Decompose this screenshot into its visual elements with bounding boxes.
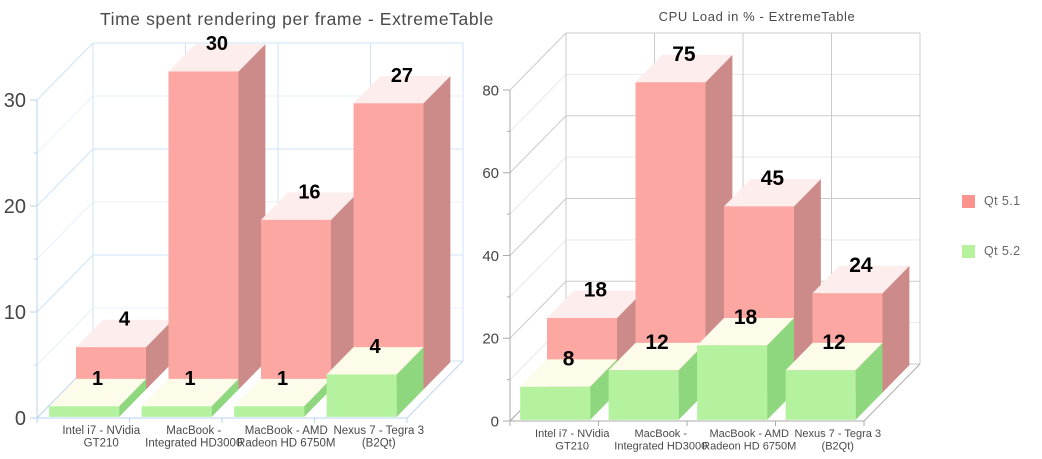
bar-qt52-3 bbox=[785, 342, 883, 420]
category-label: MacBook - AMD Radeon HD 6750M bbox=[237, 425, 335, 450]
value-label: 1 bbox=[184, 368, 195, 390]
legend-item-qt51: Qt 5.1 bbox=[962, 194, 1020, 208]
y-tick-label: 40 bbox=[482, 248, 499, 265]
value-label: 12 bbox=[822, 331, 845, 354]
value-label: 1 bbox=[277, 368, 288, 390]
chart-1: 18 75 45 24 8 12 18 12 0 20 40 60 80 Intel i7 - NVidi… bbox=[482, 32, 921, 453]
bar-qt51-2 bbox=[261, 192, 358, 390]
bar-qt51-3 bbox=[353, 75, 451, 390]
legend-item-qt52: Qt 5.2 bbox=[962, 244, 1020, 258]
bar-qt52-2 bbox=[234, 378, 331, 417]
value-label: 75 bbox=[672, 43, 696, 66]
y-tick-label: 60 bbox=[482, 165, 499, 182]
value-label: 24 bbox=[849, 254, 873, 277]
value-label: 1 bbox=[92, 368, 103, 390]
bar-qt52-1 bbox=[141, 378, 239, 417]
value-label: 18 bbox=[734, 306, 758, 329]
y-tick-label: 0 bbox=[15, 408, 26, 430]
y-tick-label: 0 bbox=[491, 413, 499, 430]
category-label: Intel i7 - NVidia GT210 bbox=[535, 428, 610, 453]
y-tick-label: 20 bbox=[4, 196, 26, 218]
value-label: 30 bbox=[206, 33, 228, 55]
bar-qt51-1 bbox=[168, 44, 266, 390]
y-tick-labels: 0 10 20 30 bbox=[4, 90, 26, 430]
value-labels: 18 75 45 24 8 12 18 12 bbox=[563, 43, 873, 371]
category-label: MacBook -Integrated HD3000 bbox=[145, 425, 242, 450]
category-label: Nexus 7 - Tegra 3 (B2Qt) bbox=[333, 425, 424, 450]
value-label: 27 bbox=[391, 65, 413, 87]
value-label: 12 bbox=[645, 331, 668, 354]
legend-label-qt51: Qt 5.1 bbox=[984, 194, 1021, 208]
legend: Qt 5.1 Qt 5.2 bbox=[962, 194, 1020, 294]
value-label: 18 bbox=[584, 279, 608, 302]
y-tick-label: 80 bbox=[482, 82, 499, 99]
y-tick-label: 10 bbox=[4, 302, 26, 324]
category-label: MacBook - AMD Radeon HD 6750M bbox=[702, 428, 796, 453]
y-tick-label: 30 bbox=[4, 90, 26, 112]
left-chart-title: Time spent rendering per frame - Extreme… bbox=[99, 9, 494, 29]
bar-qt52-3 bbox=[326, 347, 424, 417]
bars bbox=[520, 54, 910, 420]
value-label: 45 bbox=[761, 167, 785, 190]
chart-0: 4 30 16 27 1 1 1 4 0 10 20 30 Intel i7 - NVidia GT210… bbox=[4, 33, 464, 450]
bar-qt52-0 bbox=[49, 378, 147, 417]
bar-qt52-2 bbox=[697, 318, 794, 420]
value-label: 16 bbox=[298, 182, 320, 204]
category-label: Nexus 7 - Tegra 3 (B2Qt) bbox=[794, 428, 881, 453]
qt52-series-swatch-icon bbox=[962, 244, 975, 258]
value-label: 4 bbox=[369, 336, 381, 358]
bars bbox=[49, 44, 451, 417]
value-labels: 4 30 16 27 1 1 1 4 bbox=[92, 33, 413, 390]
value-label: 8 bbox=[563, 347, 575, 370]
category-label: MacBook -Integrated HD3000 bbox=[614, 428, 707, 453]
category-label: Intel i7 - NVidia GT210 bbox=[62, 425, 140, 450]
y-tick-labels: 0 20 40 60 80 bbox=[482, 82, 499, 430]
value-label: 4 bbox=[119, 309, 131, 331]
legend-label-qt52: Qt 5.2 bbox=[984, 244, 1021, 258]
y-tick-label: 20 bbox=[482, 331, 499, 348]
right-chart-title: CPU Load in % - ExtremeTable bbox=[658, 9, 856, 24]
qt51-series-swatch-icon bbox=[962, 194, 975, 208]
